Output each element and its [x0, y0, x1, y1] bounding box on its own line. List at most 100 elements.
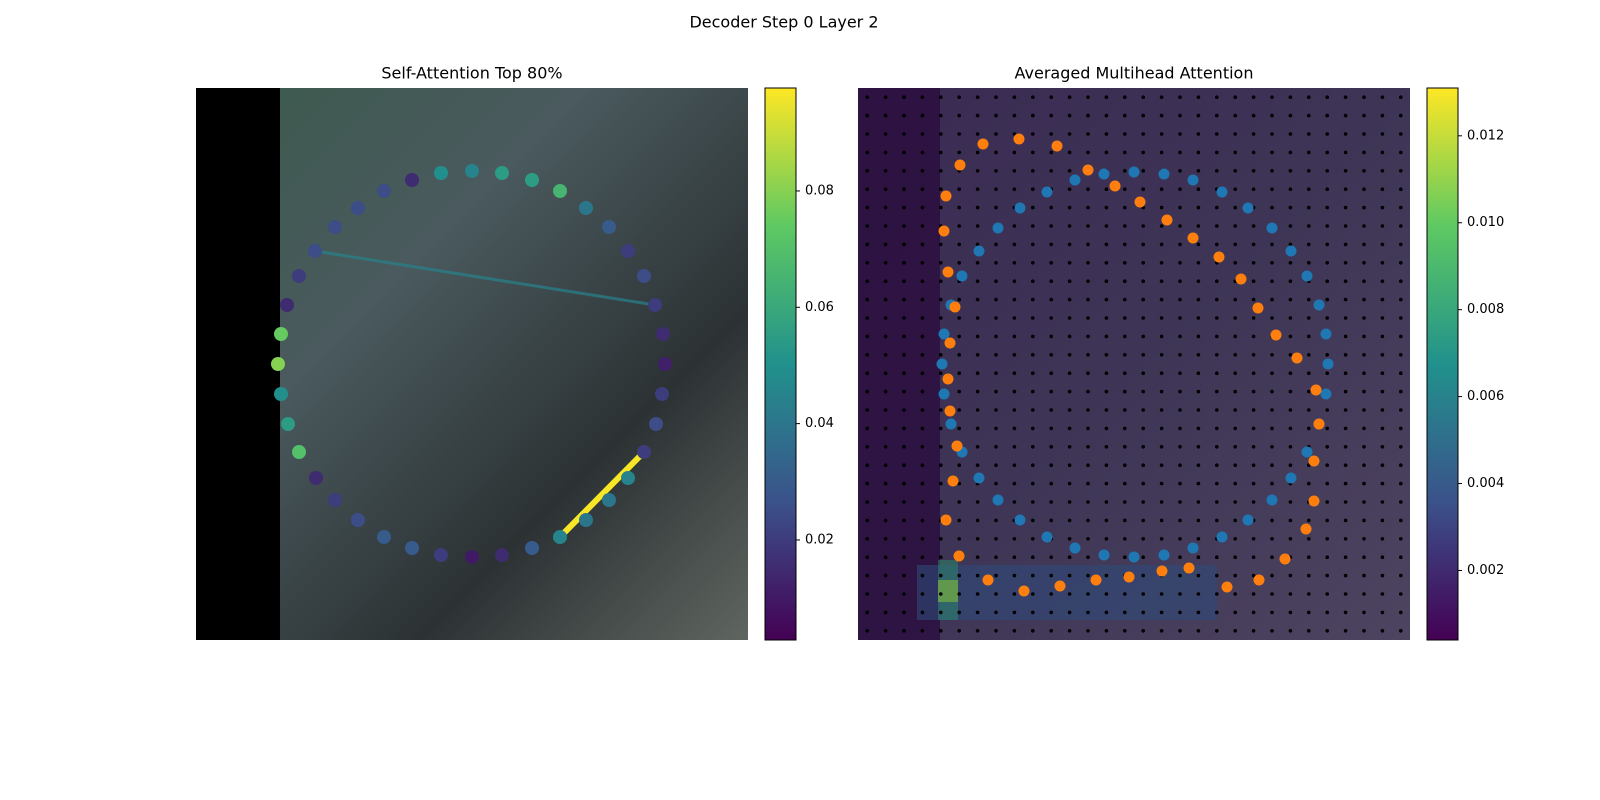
colorbar-tick-label: 0.004: [1467, 476, 1504, 491]
reference-dot: [939, 592, 943, 596]
reference-dot: [865, 408, 869, 412]
heatmap-band: [917, 565, 1217, 620]
reference-dot: [1123, 297, 1127, 302]
reference-dot: [1049, 629, 1053, 633]
reference-dot: [1159, 481, 1164, 486]
sample-point: [945, 418, 957, 430]
query-point: [602, 220, 616, 234]
reference-dot: [1288, 150, 1293, 155]
reference-dot: [957, 592, 961, 596]
reference-dot: [865, 205, 869, 210]
reference-dot: [1123, 187, 1127, 191]
reference-dot: [939, 279, 943, 284]
reference-dot: [1399, 463, 1403, 468]
reference-dot: [994, 279, 998, 284]
reference-dot: [1399, 518, 1403, 523]
reference-dot: [1215, 169, 1219, 173]
sample-point: [1285, 472, 1297, 484]
reference-dot: [1141, 95, 1145, 99]
reference-dot: [1141, 573, 1145, 578]
reference-dot: [1049, 408, 1053, 412]
reference-dot: [1141, 408, 1145, 412]
reference-dot: [1251, 610, 1256, 615]
reference-dot: [1399, 113, 1403, 118]
reference-dot: [1307, 426, 1311, 431]
reference-dot: [1196, 95, 1201, 99]
reference-dot: [1178, 481, 1182, 486]
reference-dot: [1215, 113, 1219, 118]
reference-dot: [975, 334, 980, 339]
reference-dot: [883, 500, 888, 504]
sample-point: [1266, 222, 1278, 234]
reference-dot: [1123, 592, 1127, 596]
reference-dot: [1215, 445, 1219, 449]
reference-dot: [975, 205, 980, 210]
sample-point: [947, 475, 959, 487]
sample-point: [1213, 251, 1225, 263]
reference-dot: [1031, 113, 1035, 118]
reference-dot: [1067, 371, 1072, 376]
reference-dot: [1031, 297, 1035, 302]
reference-dot: [902, 242, 906, 247]
reference-dot: [1307, 205, 1311, 210]
reference-dot: [1307, 592, 1311, 596]
reference-dot: [1178, 537, 1182, 541]
reference-dot: [1012, 408, 1017, 412]
reference-dot: [975, 187, 980, 191]
reference-dot: [1159, 297, 1164, 302]
reference-dot: [1178, 242, 1182, 247]
reference-dot: [1343, 371, 1348, 376]
reference-dot: [1343, 537, 1348, 541]
image-padding: [196, 88, 280, 640]
reference-dot: [1067, 279, 1072, 284]
reference-dot: [1086, 573, 1090, 578]
reference-dot: [1141, 242, 1145, 247]
query-point: [434, 166, 448, 180]
reference-dot: [1362, 316, 1366, 320]
reference-dot: [994, 518, 998, 523]
reference-dot: [1123, 334, 1127, 339]
colorbar-tick-label: 0.04: [805, 416, 834, 431]
reference-dot: [920, 242, 925, 247]
reference-dot: [1233, 261, 1237, 265]
reference-dot: [1399, 592, 1403, 596]
query-point: [377, 530, 391, 544]
reference-dot: [1012, 261, 1017, 265]
reference-dot: [1325, 150, 1329, 155]
reference-dot: [1196, 205, 1201, 210]
reference-dot: [939, 132, 943, 136]
reference-dot: [1288, 132, 1293, 136]
reference-dot: [1141, 463, 1145, 468]
reference-dot: [1159, 316, 1164, 320]
reference-dot: [1307, 187, 1311, 191]
reference-dot: [1288, 426, 1293, 431]
query-point: [649, 417, 663, 431]
reference-dot: [1399, 242, 1403, 247]
reference-dot: [1067, 500, 1072, 504]
reference-dot: [1123, 316, 1127, 320]
reference-dot: [883, 205, 888, 210]
reference-dot: [1086, 242, 1090, 247]
reference-dot: [939, 610, 943, 615]
reference-dot: [1123, 481, 1127, 486]
reference-dot: [1362, 150, 1366, 155]
reference-dot: [1049, 132, 1053, 136]
reference-dot: [957, 132, 961, 136]
reference-dot: [1288, 353, 1293, 357]
reference-dot: [1178, 592, 1182, 596]
reference-dot: [1251, 334, 1256, 339]
reference-dot: [1159, 205, 1164, 210]
query-point: [553, 530, 567, 544]
reference-dot: [1123, 500, 1127, 504]
reference-dot: [883, 279, 888, 284]
reference-dot: [883, 334, 888, 339]
reference-dot: [1067, 242, 1072, 247]
reference-dot: [1178, 224, 1182, 228]
reference-dot: [1288, 297, 1293, 302]
reference-dot: [1325, 592, 1329, 596]
reference-dot: [1307, 629, 1311, 633]
sample-point: [1041, 186, 1053, 198]
reference-dot: [1233, 187, 1237, 191]
reference-dot: [1159, 537, 1164, 541]
reference-dot: [1086, 279, 1090, 284]
